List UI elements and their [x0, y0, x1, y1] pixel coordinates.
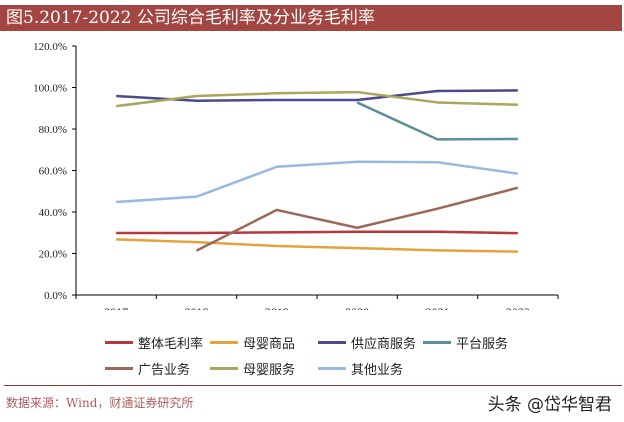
series-line-6 — [116, 90, 518, 108]
x-tick-label: 2018 — [185, 305, 209, 310]
x-tick-label: 2017 — [104, 305, 128, 310]
legend-item: 供应商服务 — [318, 333, 416, 352]
legend-item: 母婴服务 — [210, 359, 295, 378]
series-line-2 — [116, 238, 518, 253]
series-line-3 — [116, 89, 518, 103]
y-tick-label: 80.0% — [39, 124, 67, 136]
y-tick-label: 100.0% — [33, 83, 67, 95]
divider — [4, 385, 622, 386]
legend-label: 母婴服务 — [243, 363, 296, 378]
source-note: 数据来源：Wind，财通证券研究所 — [6, 396, 194, 410]
series-line-7 — [116, 160, 519, 204]
legend-item: 广告业务 — [105, 359, 190, 378]
legend-swatch — [210, 367, 238, 370]
y-tick-label: 0.0% — [44, 290, 67, 302]
x-tick-label: 2020 — [345, 305, 369, 310]
y-tick-label: 20.0% — [39, 249, 67, 261]
legend-item: 整体毛利率 — [105, 333, 203, 352]
chart-title: 图5.2017-2022 公司综合毛利率及分业务毛利率 — [0, 5, 622, 31]
y-tick-label: 120.0% — [33, 41, 67, 53]
legend-label: 供应商服务 — [351, 337, 417, 352]
series-line-4 — [356, 101, 518, 141]
line-chart: 0.0% 20.0% 40.0% 60.0% 80.0% 100.0% 120.0% 2017… — [33, 41, 559, 310]
legend-swatch — [318, 341, 346, 344]
legend-label: 整体毛利率 — [138, 337, 204, 352]
legend-swatch — [423, 341, 451, 344]
legend-swatch — [210, 341, 238, 344]
legend-label: 广告业务 — [138, 363, 191, 378]
legend-label: 其他业务 — [351, 363, 404, 378]
legend-swatch — [105, 341, 133, 344]
y-tick-label: 60.0% — [39, 166, 67, 178]
y-tick-label: 40.0% — [39, 207, 67, 219]
legend-swatch — [105, 367, 133, 370]
legend-label: 平台服务 — [456, 337, 509, 352]
legend-item: 其他业务 — [318, 359, 403, 378]
watermark-logo: 头条 @岱华智君 — [487, 395, 612, 415]
series-line-1 — [116, 230, 518, 235]
x-tick-label: 2021 — [426, 305, 450, 310]
legend-item: 平台服务 — [423, 333, 508, 352]
x-tick-label: 2019 — [265, 305, 289, 310]
legend-label: 母婴商品 — [243, 337, 296, 352]
legend-item: 母婴商品 — [210, 333, 295, 352]
legend-swatch — [318, 367, 346, 370]
x-tick-label: 2022 — [506, 305, 530, 310]
series-line-5 — [195, 186, 519, 252]
